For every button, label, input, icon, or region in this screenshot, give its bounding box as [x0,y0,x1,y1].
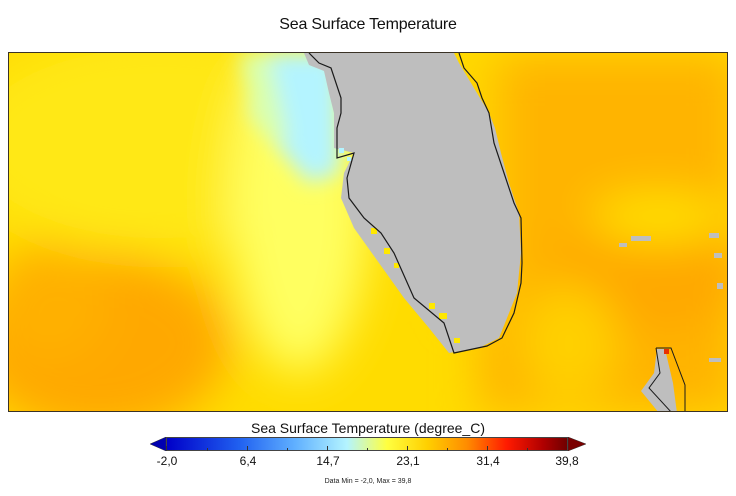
florida-coastline [308,53,523,354]
colorbar-under-arrow-icon [150,437,166,451]
florida-landmass [304,53,521,353]
colorbar-tick [487,446,488,451]
sst-heatmap [9,53,727,411]
colorbar-tick [327,446,328,451]
colorbar-tick [247,446,248,451]
colorbar-tick-label: 31,4 [476,454,500,468]
colorbar-tick [166,446,167,451]
colorbar-tick-label: 23,1 [396,454,420,468]
colorbar-minor-tick [527,448,528,451]
colorbar-minor-tick [447,448,448,451]
colorbar-title: Sea Surface Temperature (degree_C) [251,420,485,436]
bahamas-island [641,349,677,411]
colorbar-over-arrow-icon [568,437,586,451]
colorbar-tick-label: 6,4 [239,454,257,468]
data-min-max-text: Data Min = -2,0, Max = 39,8 [324,478,412,485]
colorbar-minor-tick [287,448,288,451]
colorbar-minor-tick [207,448,208,451]
colorbar-minor-tick [367,448,368,451]
map-title: Sea Surface Temperature [279,16,457,33]
colorbar-tick-label: 39,8 [555,454,579,468]
colorbar-tick-label: 14,7 [316,454,340,468]
colorbar-tick [407,446,408,451]
sst-map[interactable] [8,52,728,412]
colorbar-tick-label: -2,0 [156,454,178,468]
